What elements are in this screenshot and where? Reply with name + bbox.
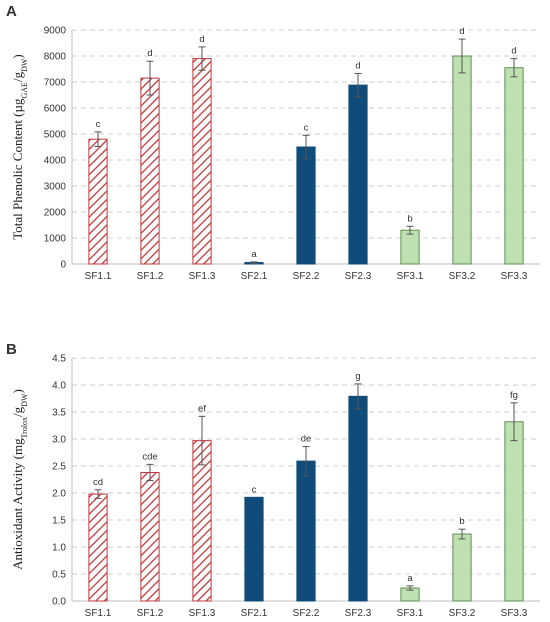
bar-sf2.3 [348,84,368,265]
y-tick-label: 6000 [44,104,67,115]
bar-sf3.1 [400,229,420,265]
y-tick-label: 8000 [44,52,67,63]
bar-sf2.2 [296,146,316,265]
x-tick-label: SF1.3 [189,271,216,282]
y-tick-label: 1000 [44,234,67,245]
x-tick-label: SF2.3 [345,271,372,282]
significance-letter: c [96,119,101,130]
significance-letter: a [251,249,257,260]
significance-letter: cde [142,451,157,462]
bar-sf3.2 [452,55,472,265]
y-tick-label: 2000 [44,208,67,219]
bar-sf1.3 [192,58,212,265]
y-tick-label: 3000 [44,182,67,193]
bar-sf2.3 [348,395,368,602]
significance-letter: d [147,48,152,59]
bar-sf1.2 [140,471,160,602]
x-tick-label: SF1.3 [189,608,216,619]
significance-letter: de [301,434,312,445]
significance-letter: cd [93,477,103,488]
significance-letter: a [407,573,413,584]
y-tick-label: 2.0 [52,489,66,500]
x-tick-label: SF1.2 [137,608,164,619]
x-tick-label: SF2.2 [293,608,320,619]
significance-letter: d [355,60,360,71]
significance-letter: c [252,484,257,495]
x-tick-label: SF3.2 [449,271,476,282]
panel-label: A [6,3,17,20]
significance-letter: c [304,122,309,133]
y-tick-label: 4.0 [52,381,66,392]
x-tick-label: SF3.3 [501,271,528,282]
y-tick-label: 5000 [44,130,67,141]
y-tick-label: 3.0 [52,435,66,446]
x-tick-label: SF2.3 [345,608,372,619]
significance-letter: d [199,34,204,45]
panel-label: B [6,341,17,358]
significance-letter: b [407,213,412,224]
y-tick-label: 3.5 [52,408,66,419]
significance-letter: d [459,26,464,37]
x-tick-label: SF2.2 [293,271,320,282]
x-tick-label: SF3.1 [397,271,424,282]
significance-letter: fg [510,390,518,401]
significance-letter: ef [198,403,206,414]
y-tick-label: 7000 [44,78,67,89]
y-tick-label: 1.5 [52,516,66,527]
significance-letter: d [511,46,516,57]
x-tick-label: SF1.2 [137,271,164,282]
panel-b-chart: B 0.0 0.5 1.0 1.5 2.0 2.5 3.0 3.5 4.0 4.5 Antioxida… [6,341,540,619]
y-tick-label: 1.0 [52,543,66,554]
x-tick-label: SF1.1 [85,271,112,282]
x-tick-label: SF3.1 [397,608,424,619]
y-tick-label: 0.5 [52,570,66,581]
y-tick-label: 9000 [44,26,67,37]
x-tick-label: SF3.2 [449,608,476,619]
bar-sf3.2 [452,533,472,602]
y-axis-label: Antioxidant Activity (mgTrolox/gDW) [10,389,29,570]
bar-sf2.1 [244,496,264,602]
x-tick-label: SF3.3 [501,608,528,619]
y-tick-label: 0.0 [52,597,66,608]
bar-sf1.2 [140,77,160,265]
bar-sf1.1 [88,493,108,602]
panel-a-chart: A 0 1000 2000 3000 4000 5000 6000 7000 8000 9000 To… [6,3,540,282]
significance-letter: g [355,371,360,382]
x-tick-label: SF1.1 [85,608,112,619]
bar-sf1.1 [88,138,108,265]
y-axis-label: Total Phenolic Content (µgGAE/gDW) [10,54,29,240]
y-tick-label: 4.5 [52,354,66,365]
bar-sf2.2 [296,460,316,602]
significance-letter: b [459,516,464,527]
y-tick-label: 0 [60,260,66,271]
x-tick-label: SF2.1 [241,608,268,619]
y-tick-label: 2.5 [52,462,66,473]
y-tick-label: 4000 [44,156,67,167]
bar-sf3.3 [504,421,524,602]
x-tick-label: SF2.1 [241,271,268,282]
bar-sf3.3 [504,67,524,265]
